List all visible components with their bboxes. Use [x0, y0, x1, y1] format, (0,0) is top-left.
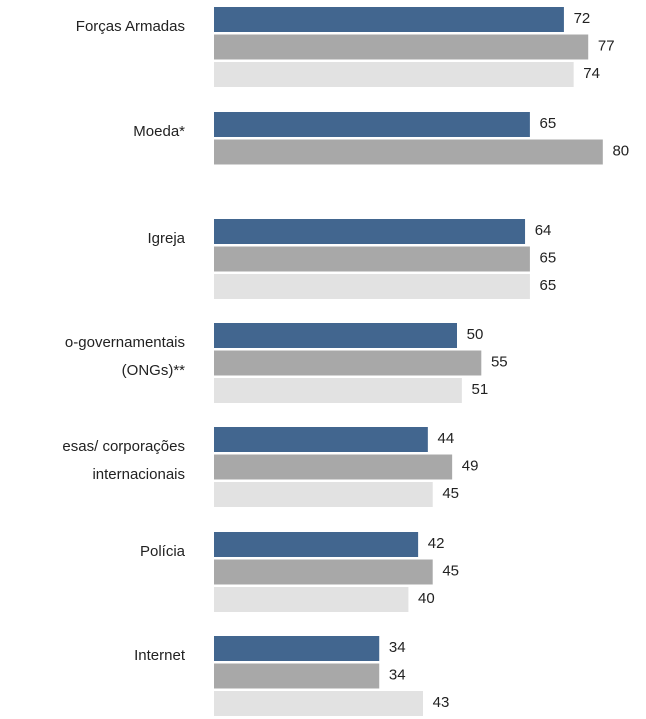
category-label: esas/ corporações — [62, 438, 185, 455]
value-label: 49 — [462, 458, 479, 475]
bar — [214, 636, 380, 661]
value-label: 42 — [428, 535, 445, 552]
value-label: 34 — [389, 667, 406, 684]
category-group: Moeda* 65 80 — [133, 112, 629, 165]
category-label: o-governamentais — [65, 334, 185, 351]
value-label: 51 — [472, 381, 489, 398]
value-label: 50 — [467, 326, 484, 343]
bar — [214, 691, 423, 716]
bar — [214, 112, 530, 137]
value-label: 65 — [540, 250, 557, 267]
category-group: Igreja 64 65 65 — [147, 219, 556, 299]
category-group: Forças Armadas 72 77 74 — [76, 7, 615, 87]
bar — [214, 587, 409, 612]
bar — [214, 274, 530, 299]
bar — [214, 532, 419, 557]
value-label: 80 — [612, 143, 629, 160]
value-label: 55 — [491, 354, 508, 371]
bar — [214, 323, 457, 348]
value-label: 65 — [540, 277, 557, 294]
value-label: 72 — [574, 10, 591, 27]
bar — [214, 7, 564, 32]
category-label: (ONGs)** — [122, 362, 185, 379]
value-label: 40 — [418, 590, 435, 607]
category-label: Forças Armadas — [76, 18, 185, 35]
category-label: Polícia — [140, 543, 186, 560]
value-label: 65 — [540, 115, 557, 132]
bar — [214, 219, 526, 244]
value-label: 44 — [437, 430, 454, 447]
value-label: 45 — [442, 485, 459, 502]
value-label: 77 — [598, 38, 615, 55]
bar — [214, 427, 428, 452]
category-label: Internet — [134, 647, 186, 664]
bar — [214, 246, 530, 272]
category-label: internacionais — [92, 466, 185, 483]
bar — [214, 139, 603, 165]
value-label: 34 — [389, 639, 406, 656]
value-label: 45 — [442, 563, 459, 580]
value-label: 43 — [433, 694, 450, 711]
category-group: Internet 34 34 43 — [134, 636, 449, 716]
category-label: Moeda* — [133, 123, 185, 140]
value-label: 64 — [535, 222, 552, 239]
bar — [214, 34, 589, 60]
bar — [214, 454, 453, 480]
bar — [214, 663, 380, 689]
chart-groups: Forças Armadas 72 77 74 Moeda* 65 80 Igreja 64 65… — [62, 7, 629, 716]
bar — [214, 350, 482, 376]
category-group: Polícia 42 45 40 — [140, 532, 459, 612]
bar — [214, 482, 433, 507]
category-label: Igreja — [147, 230, 185, 247]
bar — [214, 378, 462, 403]
bar — [214, 62, 574, 87]
value-label: 74 — [583, 65, 600, 82]
bar — [214, 559, 433, 585]
